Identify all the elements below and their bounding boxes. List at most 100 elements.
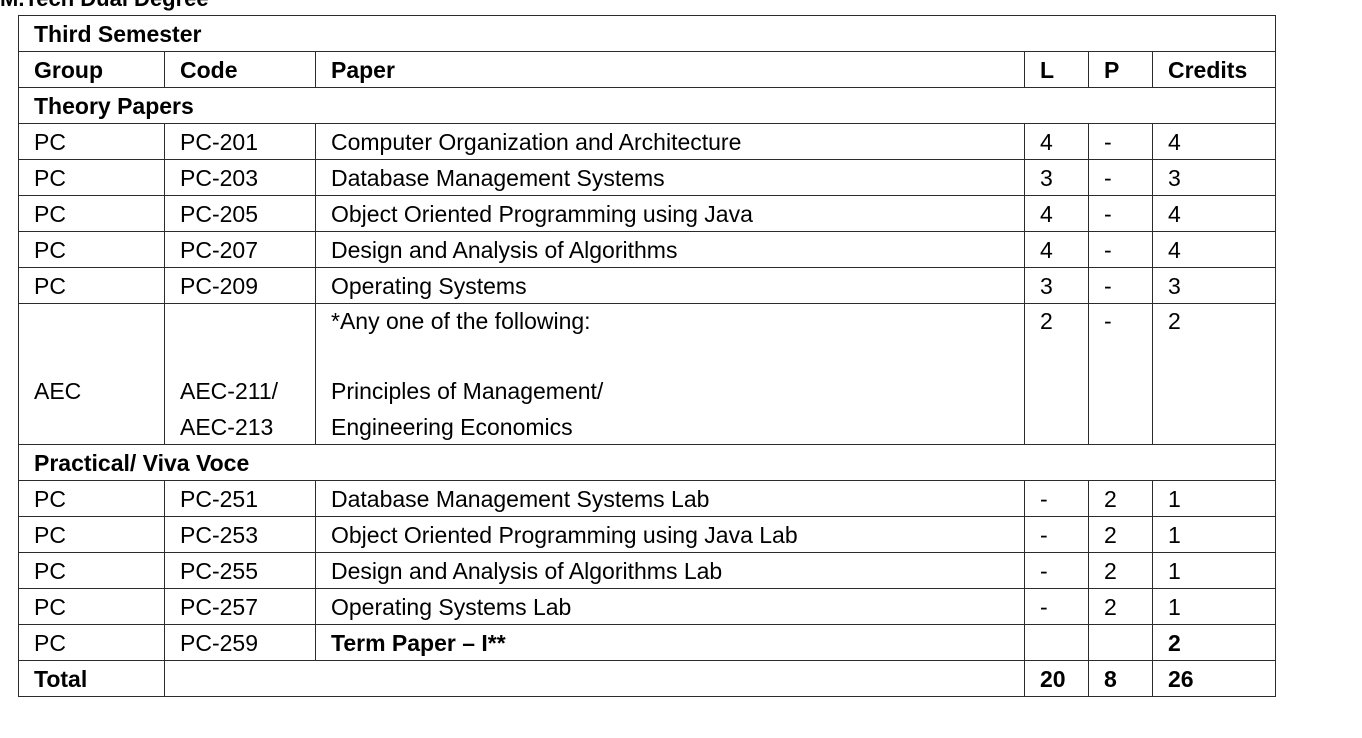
theory-section-label: Theory Papers (17, 87, 1277, 124)
cell-code: PC-255 (164, 552, 316, 589)
cell-group: PC (18, 588, 165, 625)
cell-paper: Design and Analysis of Algorithms Lab (315, 552, 1025, 589)
table-row: PC PC-205 Object Oriented Programming us… (18, 195, 1277, 232)
cell-group: PC (18, 516, 165, 553)
header-group: Group (18, 51, 165, 88)
cell-p: 2 (1088, 480, 1153, 517)
cell-p (1088, 624, 1153, 661)
aec-p: - (1104, 308, 1112, 334)
table-row: PC PC-253 Object Oriented Programming us… (18, 516, 1277, 553)
theory-section-row: Theory Papers (17, 87, 1277, 124)
cell-group: AEC (18, 303, 165, 445)
header-credits: Credits (1151, 51, 1277, 88)
semester-title: Third Semester (17, 15, 1277, 52)
aec-group: AEC (34, 378, 82, 404)
cell-l: 3 (1024, 267, 1089, 304)
cell-l: - (1024, 588, 1089, 625)
aec-code-line2: AEC-213 (180, 414, 274, 440)
table-row: PC PC-203 Database Management Systems 3 … (18, 159, 1277, 196)
cell-group: PC (18, 123, 165, 160)
cell-l: 2 (1024, 303, 1089, 445)
total-l: 20 (1024, 660, 1089, 697)
cell-code: PC-205 (164, 195, 316, 232)
total-spacer (164, 660, 1025, 697)
cell-l: 4 (1024, 231, 1089, 268)
cell-p: 2 (1088, 552, 1153, 589)
cell-code: PC-209 (164, 267, 316, 304)
total-p: 8 (1088, 660, 1153, 697)
cell-credits: 3 (1151, 159, 1277, 196)
cell-credits: 4 (1151, 231, 1277, 268)
aec-paper-note: *Any one of the following: (331, 308, 591, 334)
cell-code: PC-251 (164, 480, 316, 517)
cell-credits: 2 (1151, 624, 1277, 661)
practical-section-row: Practical/ Viva Voce (17, 444, 1277, 481)
cell-credits: 2 (1151, 303, 1277, 445)
table-row: PC PC-201 Computer Organization and Arch… (18, 123, 1277, 160)
cell-paper: Design and Analysis of Algorithms (315, 231, 1025, 268)
cell-group: PC (18, 624, 165, 661)
cell-paper: Database Management Systems (315, 159, 1025, 196)
aec-credits: 2 (1168, 308, 1181, 334)
cell-group: PC (18, 267, 165, 304)
cell-paper: Term Paper – I** (315, 624, 1025, 661)
cell-paper: Computer Organization and Architecture (315, 123, 1025, 160)
cell-code: PC-253 (164, 516, 316, 553)
curriculum-table: Third Semester Group Code Paper L P Cred… (17, 15, 1277, 697)
total-credits: 26 (1151, 660, 1277, 697)
cell-p: - (1088, 123, 1153, 160)
cell-paper: Object Oriented Programming using Java (315, 195, 1025, 232)
cell-credits: 4 (1151, 195, 1277, 232)
cell-group: PC (18, 480, 165, 517)
cell-p: - (1088, 159, 1153, 196)
cell-p: - (1088, 267, 1153, 304)
cell-code: PC-203 (164, 159, 316, 196)
header-row: Group Code Paper L P Credits (18, 51, 1277, 88)
aec-l: 2 (1040, 308, 1053, 334)
cell-credits: 1 (1151, 516, 1277, 553)
cell-l: 4 (1024, 195, 1089, 232)
cell-paper: Operating Systems (315, 267, 1025, 304)
cell-credits: 1 (1151, 588, 1277, 625)
semester-title-row: Third Semester (17, 15, 1277, 52)
table-row: PC PC-257 Operating Systems Lab - 2 1 (18, 588, 1277, 625)
cell-code: PC-201 (164, 123, 316, 160)
cell-p: 2 (1088, 516, 1153, 553)
cell-l: - (1024, 552, 1089, 589)
cell-paper: Operating Systems Lab (315, 588, 1025, 625)
cell-paper: Object Oriented Programming using Java L… (315, 516, 1025, 553)
cell-p: - (1088, 303, 1153, 445)
table-row: PC PC-209 Operating Systems 3 - 3 (18, 267, 1277, 304)
cell-group: PC (18, 552, 165, 589)
total-label: Total (18, 660, 165, 697)
aec-row: AEC AEC-211/ AEC-213 *Any one of the fol… (18, 303, 1277, 445)
cell-l (1024, 624, 1089, 661)
document-heading: M.Tech Dual Degree (0, 0, 209, 12)
cell-code: PC-259 (164, 624, 316, 661)
total-row: Total 20 8 26 (18, 660, 1277, 697)
cell-p: 2 (1088, 588, 1153, 625)
cell-group: PC (18, 231, 165, 268)
cell-l: 4 (1024, 123, 1089, 160)
cell-p: - (1088, 231, 1153, 268)
cell-l: - (1024, 516, 1089, 553)
cell-l: 3 (1024, 159, 1089, 196)
header-p: P (1088, 51, 1153, 88)
cell-credits: 1 (1151, 552, 1277, 589)
cell-code: PC-207 (164, 231, 316, 268)
aec-paper-line2: Engineering Economics (331, 414, 573, 440)
cell-p: - (1088, 195, 1153, 232)
table-row: PC PC-207 Design and Analysis of Algorit… (18, 231, 1277, 268)
term-paper-row: PC PC-259 Term Paper – I** 2 (18, 624, 1277, 661)
cell-paper: Database Management Systems Lab (315, 480, 1025, 517)
header-paper: Paper (315, 51, 1025, 88)
table-row: PC PC-255 Design and Analysis of Algorit… (18, 552, 1277, 589)
table-row: PC PC-251 Database Management Systems La… (18, 480, 1277, 517)
cell-code: AEC-211/ AEC-213 (164, 303, 316, 445)
cell-l: - (1024, 480, 1089, 517)
aec-code-line1: AEC-211/ (180, 378, 279, 404)
practical-section-label: Practical/ Viva Voce (17, 444, 1277, 481)
cell-credits: 3 (1151, 267, 1277, 304)
cell-code: PC-257 (164, 588, 316, 625)
cell-credits: 1 (1151, 480, 1277, 517)
